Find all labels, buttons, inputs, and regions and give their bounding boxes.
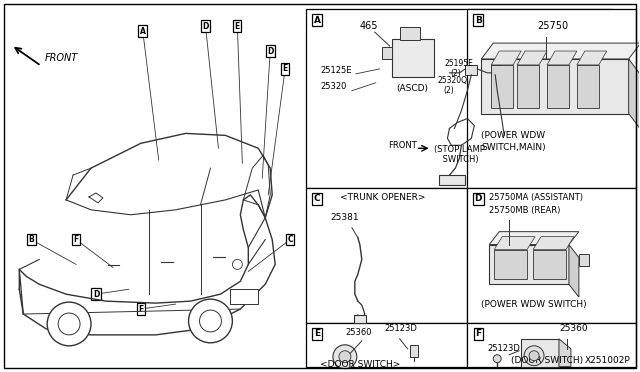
Text: B: B xyxy=(475,16,482,25)
Text: 25123D: 25123D xyxy=(385,324,417,333)
Bar xyxy=(392,39,433,77)
Bar xyxy=(533,250,566,279)
Bar xyxy=(306,323,467,367)
Bar xyxy=(521,339,559,367)
Text: (POWER WDW: (POWER WDW xyxy=(481,131,545,140)
Bar xyxy=(481,59,628,113)
Text: FRONT: FRONT xyxy=(388,141,417,150)
Text: B: B xyxy=(28,235,34,244)
Text: 25360: 25360 xyxy=(345,328,371,337)
Text: 25125E: 25125E xyxy=(320,66,351,75)
Text: D: D xyxy=(267,46,273,55)
Bar xyxy=(467,9,636,188)
Bar xyxy=(399,27,420,40)
Text: 25360: 25360 xyxy=(559,324,588,333)
Polygon shape xyxy=(577,51,607,65)
Text: (2): (2) xyxy=(451,69,461,78)
Text: (ASCD): (ASCD) xyxy=(397,84,429,93)
Bar xyxy=(489,244,569,284)
Text: 465: 465 xyxy=(360,21,378,31)
Text: D: D xyxy=(474,195,482,203)
Circle shape xyxy=(232,259,243,269)
Polygon shape xyxy=(494,237,535,250)
Text: 25381: 25381 xyxy=(330,213,358,222)
Polygon shape xyxy=(547,51,577,65)
Text: <DOOR SWITCH>: <DOOR SWITCH> xyxy=(319,360,400,369)
Text: E: E xyxy=(235,22,240,31)
Text: <TRUNK OPENER>: <TRUNK OPENER> xyxy=(340,193,426,202)
Text: C: C xyxy=(314,195,321,203)
Bar xyxy=(494,250,527,279)
Bar xyxy=(577,65,599,108)
Polygon shape xyxy=(533,237,574,250)
Text: 25750MB (REAR): 25750MB (REAR) xyxy=(489,206,561,215)
Polygon shape xyxy=(492,51,521,65)
Circle shape xyxy=(339,351,351,363)
Circle shape xyxy=(529,351,539,361)
Bar xyxy=(306,188,467,323)
Bar xyxy=(465,65,477,75)
Polygon shape xyxy=(628,59,640,129)
Text: 25750: 25750 xyxy=(537,21,568,31)
Text: C: C xyxy=(287,235,293,244)
Circle shape xyxy=(493,355,501,363)
Text: 25750MA (ASSISTANT): 25750MA (ASSISTANT) xyxy=(489,193,583,202)
Text: F: F xyxy=(476,329,481,339)
Circle shape xyxy=(58,313,80,335)
Text: 25195E: 25195E xyxy=(444,59,474,68)
Polygon shape xyxy=(517,51,547,65)
Text: F: F xyxy=(74,235,79,244)
Text: E: E xyxy=(314,329,320,339)
Text: A: A xyxy=(314,16,321,25)
Text: 25320Q: 25320Q xyxy=(438,76,467,85)
Bar xyxy=(547,65,569,108)
Circle shape xyxy=(333,345,357,369)
Bar xyxy=(579,254,589,266)
Bar xyxy=(410,345,417,357)
Text: F: F xyxy=(138,305,143,314)
Text: SWITCH,MAIN): SWITCH,MAIN) xyxy=(481,143,546,152)
Bar xyxy=(354,315,366,323)
Bar xyxy=(440,175,465,185)
Polygon shape xyxy=(559,339,571,367)
Bar xyxy=(230,289,259,304)
Text: (POWER WDW SWITCH): (POWER WDW SWITCH) xyxy=(481,300,587,309)
Text: E: E xyxy=(282,64,288,73)
Text: (DOOR SWITCH): (DOOR SWITCH) xyxy=(511,356,583,365)
Bar xyxy=(492,65,501,75)
Text: 25123D: 25123D xyxy=(487,344,520,353)
Circle shape xyxy=(189,299,232,343)
Text: X251002P: X251002P xyxy=(585,356,630,365)
Bar xyxy=(492,65,513,108)
Text: D: D xyxy=(93,290,99,299)
Text: (2): (2) xyxy=(444,86,454,95)
Text: D: D xyxy=(202,22,209,31)
Bar xyxy=(467,188,636,323)
Text: 25320: 25320 xyxy=(320,82,346,91)
Bar xyxy=(517,65,539,108)
Circle shape xyxy=(200,310,221,332)
Polygon shape xyxy=(481,43,640,59)
Text: (STOP LAMP
 SWITCH): (STOP LAMP SWITCH) xyxy=(434,145,485,164)
Bar xyxy=(467,323,636,367)
Circle shape xyxy=(47,302,91,346)
Polygon shape xyxy=(489,232,579,244)
Circle shape xyxy=(524,346,544,366)
Text: A: A xyxy=(140,27,146,36)
Text: FRONT: FRONT xyxy=(45,53,79,63)
Bar xyxy=(306,9,612,188)
Polygon shape xyxy=(569,244,579,297)
Bar xyxy=(381,47,392,59)
